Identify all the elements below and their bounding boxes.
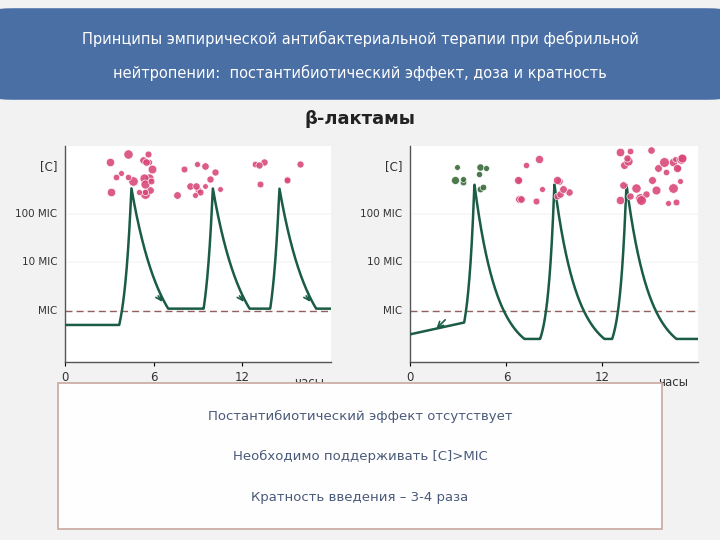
Text: Принципы эмпирической антибактериальной терапии при фебрильной: Принципы эмпирической антибактериальной … (81, 30, 639, 46)
Text: MIC: MIC (383, 306, 402, 316)
Text: 10 MIC: 10 MIC (366, 257, 402, 267)
Text: β-лактамы: β-лактамы (305, 110, 415, 128)
Text: 100 MIC: 100 MIC (15, 208, 58, 219)
Text: 100 MIC: 100 MIC (360, 208, 402, 219)
FancyBboxPatch shape (0, 8, 720, 100)
Text: Кратность введения – 3-4 раза: Кратность введения – 3-4 раза (251, 491, 469, 504)
FancyBboxPatch shape (58, 383, 662, 529)
Text: 10 MIC: 10 MIC (22, 257, 58, 267)
Text: [C]: [C] (40, 160, 58, 173)
Text: MIC: MIC (38, 306, 58, 316)
Text: Необходимо поддерживать [С]>MIC: Необходимо поддерживать [С]>MIC (233, 450, 487, 463)
Text: часы: часы (658, 375, 688, 389)
Text: [C]: [C] (385, 160, 402, 173)
Text: Постантибиотический эффект отсутствует: Постантибиотический эффект отсутствует (208, 410, 512, 423)
Text: нейтропении:  постантибиотический эффект, доза и кратность: нейтропении: постантибиотический эффект,… (113, 65, 607, 81)
Text: часы: часы (294, 375, 324, 389)
